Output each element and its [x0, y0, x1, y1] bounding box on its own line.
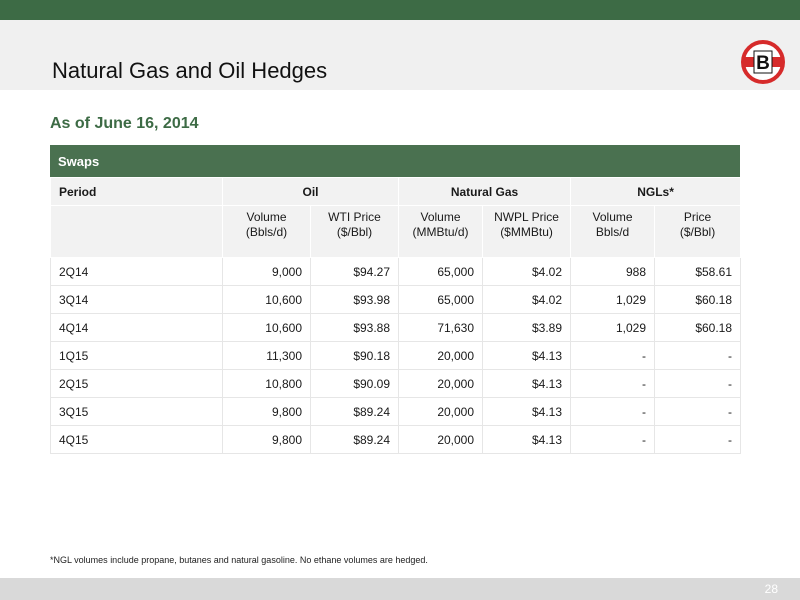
subheader-line2: ($/Bbl)	[336, 225, 373, 239]
subheader-line1: Volume	[420, 210, 461, 224]
cell-ngl-price: -	[654, 425, 742, 454]
top-accent-bar	[0, 0, 800, 20]
header-blank	[50, 205, 223, 258]
subheader-line1: Volume	[246, 210, 287, 224]
cell-gas-vol: 71,630	[398, 313, 484, 342]
subheader-line2: (Bbls/d)	[245, 225, 288, 239]
cell-nwpl: $4.13	[482, 341, 572, 370]
table-row: 1Q15 11,300 $90.18 20,000 $4.13- -	[50, 341, 742, 370]
cell-oil-vol: 10,600	[222, 285, 311, 314]
subheader-line2: Bbls/d	[595, 225, 630, 239]
subheader-line2: (MMBtu/d)	[412, 225, 469, 239]
cell-ngl-vol: -	[570, 425, 656, 454]
cell-gas-vol: 20,000	[398, 341, 484, 370]
cell-ngl-vol: -	[570, 369, 656, 398]
cell-wti: $93.88	[309, 313, 400, 342]
cell-oil-vol: 9,800	[222, 425, 311, 454]
cell-period: 2Q14	[50, 257, 223, 286]
subheader-line1: Price	[683, 210, 712, 224]
table-row: 3Q15 9,800 $89.24 20,000 $4.13- -	[50, 397, 742, 426]
subheader-cell: Volume Bbls/d	[570, 205, 656, 258]
cell-ngl-vol: -	[570, 341, 656, 370]
cell-oil-vol: 10,800	[222, 369, 311, 398]
table-row: 4Q14 10,600 $93.88 71,630 $3.89 1,029 $60.18	[50, 313, 742, 342]
subheader-line1: Volume	[592, 210, 633, 224]
cell-ngl-vol: 1,029	[570, 313, 656, 342]
cell-oil-vol: 9,800	[222, 397, 311, 426]
cell-oil-vol: 11,300	[222, 341, 311, 370]
page-number: 28	[764, 582, 778, 596]
cell-gas-vol: 65,000	[398, 257, 484, 286]
cell-ngl-price: -	[654, 397, 742, 426]
table-row: 2Q15 10,800 $90.09 20,000 $4.13- -	[50, 369, 742, 398]
cell-nwpl: $4.02	[482, 285, 572, 314]
header-period: Period	[50, 177, 223, 206]
cell-period: 3Q14	[50, 285, 223, 314]
subheader-line1: WTI Price	[328, 210, 381, 224]
header-natural-gas: Natural Gas	[398, 177, 572, 206]
subheader-cell: NWPL Price ($MMBtu)	[482, 205, 572, 258]
cell-period: 3Q15	[50, 397, 223, 426]
swaps-table-container: Swaps Period Oil Natural Gas NGLs* Volum…	[50, 145, 742, 454]
cell-ngl-vol: 1,029	[570, 285, 656, 314]
header-ngls: NGLs*	[570, 177, 742, 206]
cell-gas-vol: 20,000	[398, 369, 484, 398]
cell-nwpl: $4.02	[482, 257, 572, 286]
table-row: 3Q14 10,600 $93.98 65,000 $4.02 1,029 $60.18	[50, 285, 742, 314]
bottom-bar	[0, 578, 800, 600]
cell-oil-vol: 10,600	[222, 313, 311, 342]
cell-wti: $89.24	[309, 397, 400, 426]
cell-ngl-price: $60.18	[654, 285, 742, 314]
cell-gas-vol: 65,000	[398, 285, 484, 314]
subheader-line2: ($/Bbl)	[679, 225, 716, 239]
cell-period: 4Q15	[50, 425, 223, 454]
cell-period: 1Q15	[50, 341, 223, 370]
cell-nwpl: $4.13	[482, 369, 572, 398]
swaps-table-caption: Swaps	[50, 145, 740, 177]
table-row: 4Q15 9,800 $89.24 20,000 $4.13- -	[50, 425, 742, 454]
subheader-cell: Price ($/Bbl)	[654, 205, 742, 258]
cell-ngl-vol: 988	[570, 257, 656, 286]
cell-ngl-price: -	[654, 369, 742, 398]
cell-ngl-vol: -	[570, 397, 656, 426]
cell-ngl-price: $58.61	[654, 257, 742, 286]
subheader-line2: ($MMBtu)	[500, 225, 553, 239]
cell-wti: $93.98	[309, 285, 400, 314]
cell-nwpl: $4.13	[482, 425, 572, 454]
page-title: Natural Gas and Oil Hedges	[52, 58, 328, 83]
cell-wti: $94.27	[309, 257, 400, 286]
subheader-cell: Volume (MMBtu/d)	[398, 205, 484, 258]
cell-wti: $90.18	[309, 341, 400, 370]
cell-wti: $89.24	[309, 425, 400, 454]
cell-ngl-price: -	[654, 341, 742, 370]
cell-nwpl: $4.13	[482, 397, 572, 426]
cell-gas-vol: 20,000	[398, 397, 484, 426]
subheader-line1: NWPL Price	[494, 210, 559, 224]
title-band	[0, 20, 800, 90]
cell-period: 4Q14	[50, 313, 223, 342]
company-logo-icon: B	[741, 40, 785, 84]
cell-ngl-price: $60.18	[654, 313, 742, 342]
table-row: 2Q14 9,000 $94.27 65,000 $4.02 988 $58.61	[50, 257, 742, 286]
as-of-date: As of June 16, 2014	[50, 115, 199, 132]
logo-letter: B	[756, 53, 770, 74]
subheader-cell: WTI Price ($/Bbl)	[309, 205, 400, 258]
swaps-table: Period Oil Natural Gas NGLs* Volume (Bbls…	[50, 177, 742, 454]
cell-oil-vol: 9,000	[222, 257, 311, 286]
cell-wti: $90.09	[309, 369, 400, 398]
cell-nwpl: $3.89	[482, 313, 572, 342]
cell-gas-vol: 20,000	[398, 425, 484, 454]
header-oil: Oil	[221, 177, 400, 206]
footnote: *NGL volumes include propane, butanes an…	[50, 555, 428, 565]
subheader-cell: Volume (Bbls/d)	[222, 205, 311, 258]
cell-period: 2Q15	[50, 369, 223, 398]
